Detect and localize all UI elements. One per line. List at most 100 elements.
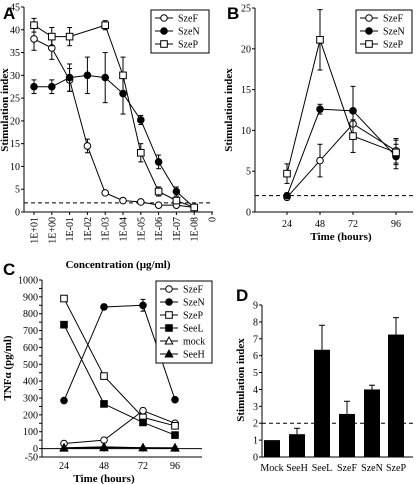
panel-a-x-tick-label: 1E+00	[47, 217, 58, 244]
panel-a-series-szef-line	[33, 38, 195, 208]
panel-d-x-tick-label: Mock	[260, 463, 283, 474]
panel-a-legend-label: SzeN	[178, 27, 200, 38]
panel-b-legend-marker	[365, 14, 373, 22]
panel-b-series-szep-point	[283, 169, 291, 178]
panel-d-letter: D	[236, 286, 248, 305]
panel-c-series-szef-point	[139, 406, 147, 415]
panel-b-x-tick-label: 72	[348, 219, 358, 230]
panel-a-series-szen-point	[101, 73, 109, 82]
panel-c-series-seel-point	[60, 320, 68, 329]
panel-c-legend-label: SzeP	[183, 311, 203, 322]
panel-a-y-tick-label: 25	[10, 94, 20, 105]
panel-a-y-axis-label: Stimulation index	[0, 68, 11, 152]
panel-a-x-tick-label: 1E+01	[30, 217, 41, 244]
panel-a-series-szep-point	[154, 187, 163, 196]
panel-a-x-tick-label: 1E-04	[119, 217, 130, 241]
panel-a-x-tick-label: 1E-07	[172, 217, 183, 241]
panel-d-bar-szep	[388, 334, 404, 457]
panel-a-y-tick-label: 35	[10, 48, 20, 59]
panel-a-y-tick-label: 45	[10, 3, 20, 14]
panel-d-y-tick-label: 5	[253, 368, 258, 379]
panel-a-series-szep-point	[65, 32, 74, 41]
panel-d-bar-mock	[264, 440, 280, 457]
panel-a-legend-marker	[160, 40, 168, 48]
panel-a-series-szen-point	[83, 71, 92, 80]
panel-c-series-seel-point	[171, 431, 179, 439]
panel-b-x-tick-label: 24	[282, 219, 292, 230]
panel-c-y-tick-label: 0	[33, 444, 38, 455]
panel-c-series-seel-line	[63, 324, 176, 436]
panel-d-bar-seel	[314, 349, 330, 457]
panel-b-x-tick-label: 48	[315, 219, 325, 230]
panel-b-series-szen-point	[316, 105, 324, 113]
panel-a-y-tick-label: 10	[10, 162, 20, 173]
panel-b-y-tick-label: 0	[246, 208, 251, 219]
panel-a-series-szef-point	[119, 196, 127, 205]
panel-d-x-tick-label: SzeF	[337, 463, 357, 474]
panel-a-x-tick-label: 1E-06	[154, 217, 165, 241]
panel-d-y-tick-label: 1	[253, 436, 258, 447]
panel-c-legend-marker	[164, 348, 174, 358]
panel-d-bar-szef	[339, 413, 355, 457]
panel-a-x-axis-label: Concentration (µg/ml)	[65, 259, 170, 271]
panel-c-y-tick-label: 800	[23, 309, 38, 320]
panel-b-y-axis-label: Stimulation index	[223, 68, 235, 152]
panel-a-y-tick-label: 20	[10, 116, 20, 127]
panel-c: C -500 100 200 300 400 500 600 700 800 900 1000 24 4…	[2, 260, 213, 484]
panel-c-series-szen-point	[100, 303, 108, 311]
panel-a-series-szen-point	[154, 158, 163, 166]
panel-b-x-tick-label: 96	[391, 219, 401, 230]
panel-b-series-szen-point	[349, 107, 357, 115]
panel-a-series-szen-point	[137, 116, 145, 124]
panel-b-legend-label: SzeF	[383, 14, 403, 25]
panel-c-series-seeh-point	[59, 443, 69, 452]
panel-a-y-tick-label: 40	[10, 25, 20, 36]
panel-d-x-tick-label: SeeH	[286, 463, 308, 474]
panel-a-series-szen-point	[172, 187, 181, 196]
panel-b-y-tick-label: 5	[246, 167, 251, 178]
panel-c-series-szep-point	[171, 422, 179, 430]
panel-a-y-tick-label: 5	[15, 185, 20, 196]
panel-d-x-tick-label: SzeP	[386, 463, 406, 474]
panel-b-series-szen-line	[286, 108, 397, 196]
panel-b-series-szef-line	[286, 123, 397, 198]
panel-c-y-axis-label: TNFα (pg/ml)	[2, 335, 14, 400]
panel-c-legend-marker	[164, 335, 174, 345]
panel-c-y-tick-label: -50	[25, 453, 38, 464]
panel-b-legend-label: SzeN	[383, 27, 405, 38]
panel-d-y-tick-label: 8	[253, 317, 258, 328]
panel-a-y-tick-label: 0	[15, 208, 20, 219]
panel-a-series-szef-point	[83, 142, 92, 150]
panel-c-letter: C	[3, 260, 15, 279]
panel-a-x-tick-label: 0	[208, 217, 219, 222]
panel-b-legend-label: SzeP	[383, 40, 403, 51]
panel-a-x-tick-label: 1E-01	[65, 217, 76, 241]
panel-a-series-szep-point	[137, 148, 145, 157]
panel-c-legend-box	[155, 280, 213, 364]
panel-c-x-axis-label: Time (hours)	[73, 473, 135, 484]
panel-a-series-szep-point	[30, 21, 38, 30]
panel-b-y-tick-label: 20	[241, 44, 251, 55]
panel-a-series-szef-point	[154, 201, 163, 209]
panel-d: D 0 1 2 3 4 5 6 7 8 9 Mock SeeH SeeL SzeF SzeN SzeP Stim…	[235, 286, 413, 474]
panel-c-series-szep-point	[100, 372, 108, 380]
panel-c-x-tick-label: 72	[138, 461, 148, 472]
panel-c-y-tick-label: 600	[23, 343, 38, 354]
panel-c-y-tick-label: 400	[23, 377, 38, 388]
panel-c-series-seeh-point	[138, 442, 148, 452]
panel-a-x-tick-label: 1E-05	[136, 217, 147, 241]
panel-a-letter: A	[3, 4, 15, 23]
panel-b-series-szep-point	[392, 148, 400, 157]
panel-d-y-tick-label: 3	[253, 402, 258, 413]
panel-d-y-tick-label: 4	[253, 385, 258, 396]
panel-d-y-tick-label: 2	[253, 419, 258, 430]
panel-b-y-tick-label: 10	[241, 126, 251, 137]
panel-a-series-szef-point	[137, 198, 145, 206]
panel-c-series-seel-point	[139, 418, 147, 427]
panel-d-bar-seeh	[289, 434, 305, 457]
panel-a-x-tick-label: 1E-02	[83, 217, 94, 241]
panel-c-legend-marker	[165, 311, 173, 319]
panel-b-series-szep-line	[286, 38, 397, 174]
panel-b-letter: B	[227, 4, 239, 23]
